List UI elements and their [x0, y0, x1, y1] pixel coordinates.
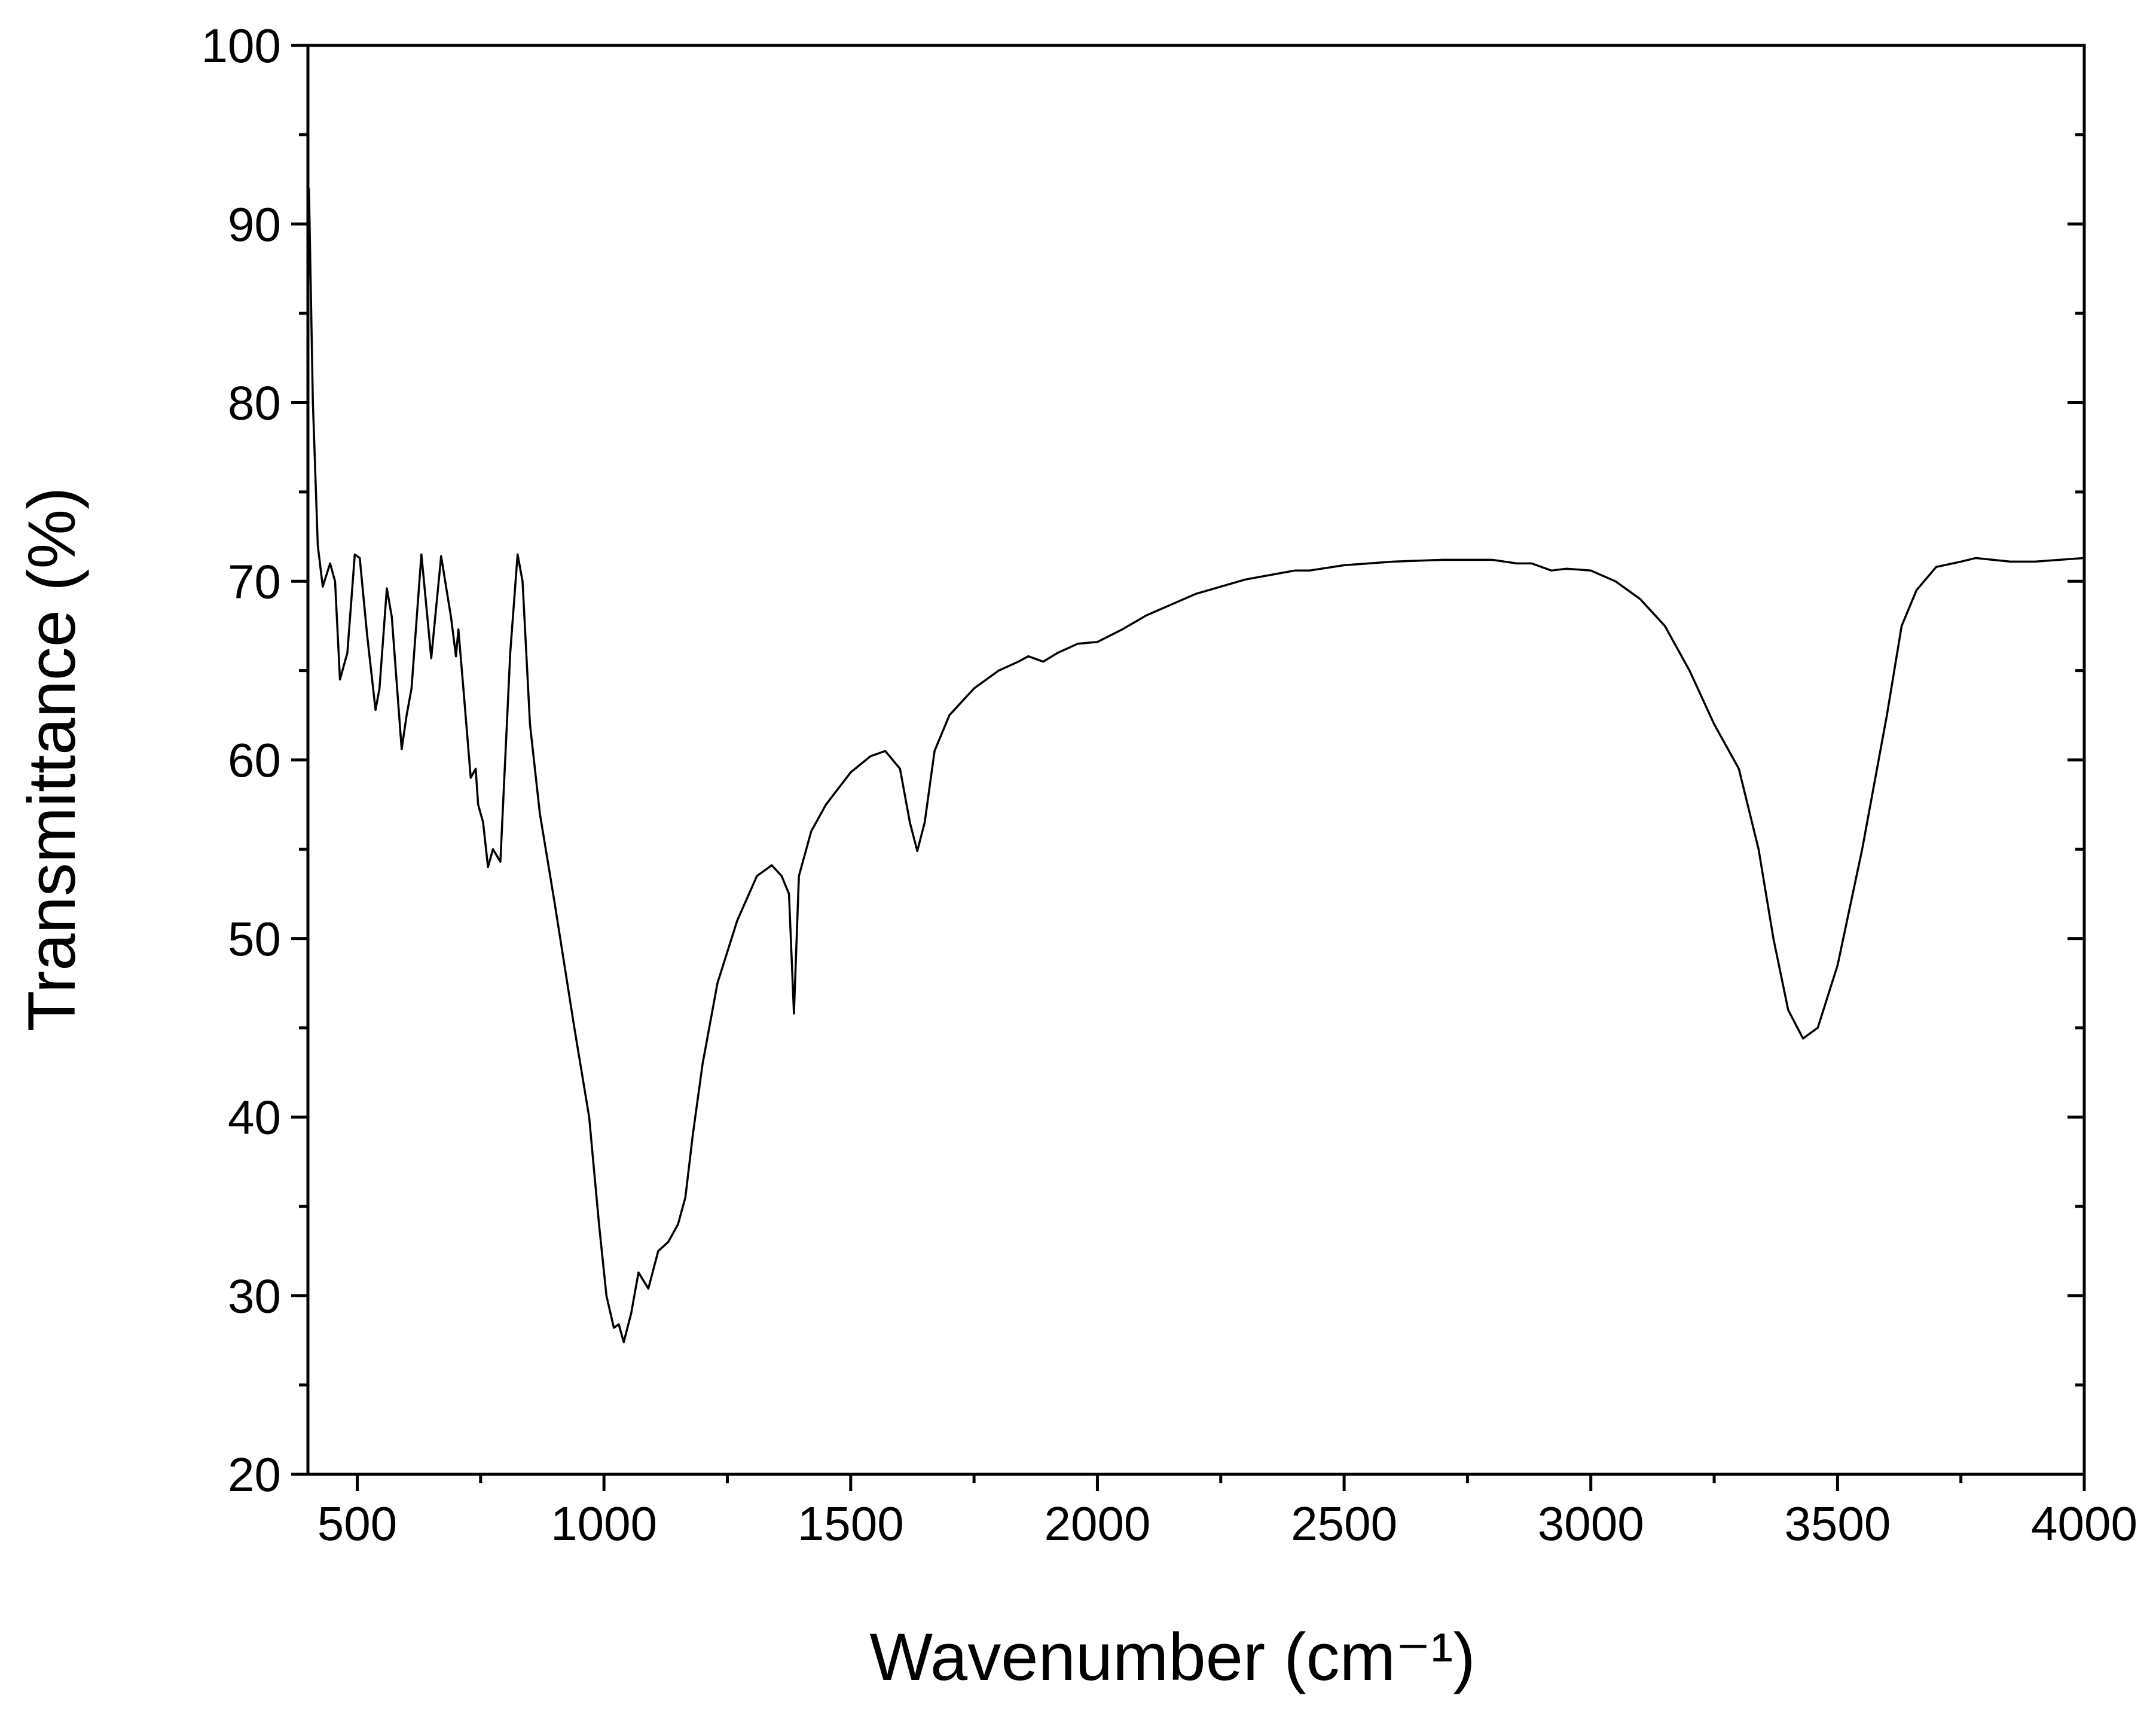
y-tick-label: 100: [201, 19, 281, 72]
y-tick-label: 20: [228, 1448, 281, 1501]
plot-frame: [306, 44, 2086, 1476]
x-tick-label: 1000: [551, 1497, 657, 1550]
x-tick-label: 3500: [1784, 1497, 1891, 1550]
y-axis-title: Transmittance (%): [14, 487, 89, 1032]
y-tick-label: 50: [228, 912, 281, 966]
y-tick-label: 90: [228, 198, 281, 251]
y-tick-label: 30: [228, 1269, 281, 1322]
spectrum-line: [307, 188, 2085, 1343]
x-tick-label: 3000: [1538, 1497, 1644, 1550]
x-axis-title: Wavenumber (cm⁻¹): [869, 1620, 1475, 1694]
x-tick-label: 1500: [798, 1497, 904, 1550]
x-tick-label: 4000: [2031, 1497, 2137, 1550]
y-tick-label: 40: [228, 1091, 281, 1144]
x-tick-label: 500: [317, 1497, 397, 1550]
y-tick-label: 60: [228, 734, 281, 787]
x-tick-label: 2500: [1291, 1497, 1397, 1550]
x-tick-label: 2000: [1044, 1497, 1150, 1550]
y-tick-label: 70: [228, 555, 281, 608]
y-tick-label: 80: [228, 377, 281, 430]
